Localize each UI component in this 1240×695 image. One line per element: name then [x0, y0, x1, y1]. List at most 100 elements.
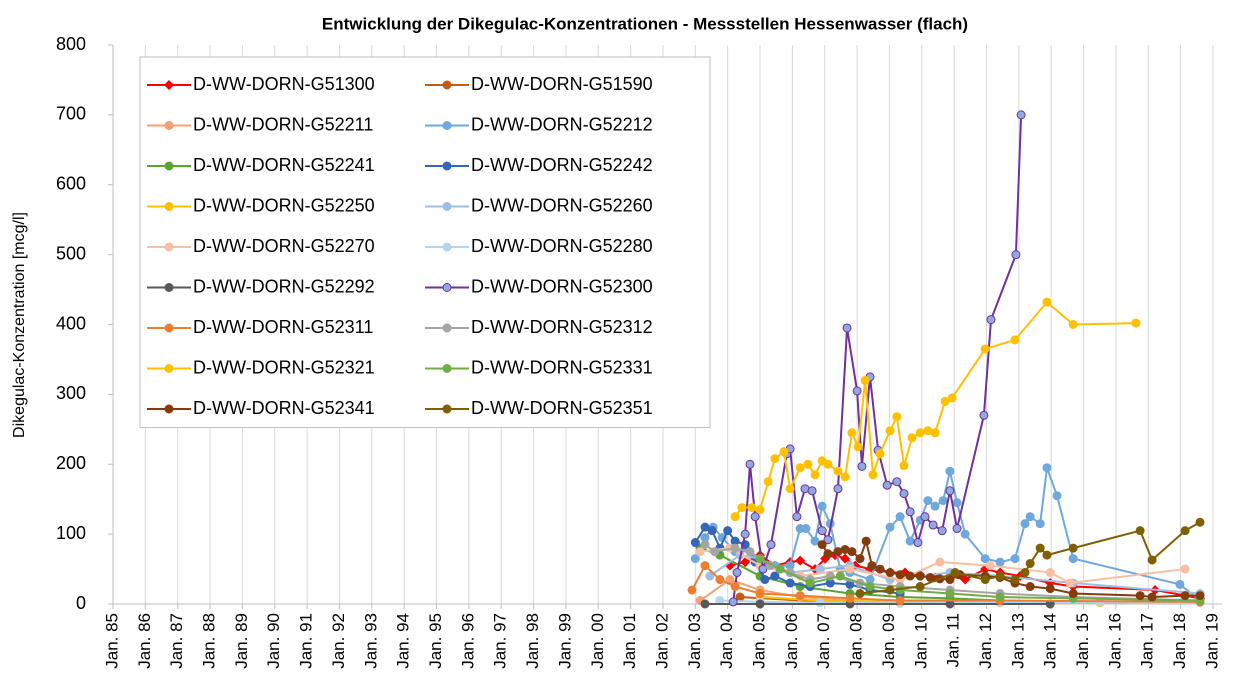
- marker: [885, 568, 895, 578]
- marker: [687, 585, 697, 595]
- marker: [1025, 582, 1035, 592]
- x-tick-label: Jan. 12: [976, 613, 995, 669]
- legend-label: D-WW-DORN-G51300: [193, 74, 375, 94]
- marker: [847, 547, 857, 557]
- marker: [853, 442, 863, 452]
- marker: [1045, 568, 1055, 578]
- legend-label: D-WW-DORN-G52351: [471, 398, 653, 418]
- marker: [980, 575, 990, 585]
- x-tick-label: Jan. 16: [1105, 613, 1124, 669]
- marker: [928, 520, 938, 530]
- marker: [920, 512, 930, 522]
- marker: [947, 393, 957, 403]
- marker: [1195, 591, 1205, 601]
- marker: [905, 571, 915, 581]
- legend-marker: [164, 404, 174, 414]
- marker: [730, 512, 740, 522]
- marker: [979, 410, 989, 420]
- plot: [687, 110, 1206, 609]
- marker: [952, 524, 962, 534]
- x-tick-label: Jan. 14: [1041, 613, 1060, 669]
- marker: [895, 570, 905, 580]
- series-line: [699, 547, 1001, 602]
- marker: [755, 589, 765, 599]
- marker: [815, 564, 825, 574]
- marker: [737, 503, 747, 513]
- marker: [1010, 575, 1020, 585]
- marker: [750, 512, 760, 522]
- marker: [840, 553, 851, 564]
- y-tick-label: 400: [56, 313, 86, 333]
- marker: [1045, 584, 1055, 594]
- marker: [745, 459, 755, 469]
- marker: [840, 472, 850, 482]
- legend-marker: [442, 283, 452, 292]
- y-tick-label: 200: [56, 453, 86, 473]
- marker: [785, 484, 795, 494]
- legend-label: D-WW-DORN-G52300: [471, 276, 653, 296]
- marker: [915, 571, 925, 581]
- x-tick-label: Jan. 01: [620, 613, 639, 669]
- legend-label: D-WW-DORN-G52250: [193, 195, 375, 215]
- marker: [690, 554, 700, 564]
- x-tick-label: Jan. 18: [1170, 613, 1189, 669]
- marker: [805, 578, 815, 588]
- marker: [845, 564, 855, 574]
- x-tick-label: Jan. 19: [1202, 613, 1221, 669]
- x-tick-label: Jan. 04: [717, 613, 736, 669]
- series: [730, 297, 1141, 522]
- x-tick-label: Jan. 00: [588, 613, 607, 669]
- marker: [1010, 335, 1020, 345]
- legend-label: D-WW-DORN-G52270: [193, 236, 375, 256]
- marker: [905, 507, 915, 517]
- marker: [1068, 554, 1078, 564]
- marker: [1175, 579, 1185, 589]
- marker: [885, 426, 895, 436]
- y-tick-label: 700: [56, 104, 86, 124]
- legend-marker: [164, 364, 174, 373]
- marker: [1068, 320, 1078, 329]
- legend-label: D-WW-DORN-G52312: [471, 317, 653, 337]
- series: [855, 517, 1205, 599]
- marker: [755, 505, 765, 515]
- legend-label: D-WW-DORN-G52321: [193, 357, 375, 377]
- legend-marker: [164, 161, 174, 171]
- legend-marker: [442, 161, 452, 171]
- x-tick-label: Jan. 99: [555, 613, 574, 669]
- marker: [779, 447, 789, 457]
- marker: [995, 557, 1005, 567]
- x-tick-label: Jan. 88: [200, 613, 219, 669]
- marker: [985, 561, 995, 571]
- marker: [1025, 512, 1035, 522]
- marker: [923, 496, 933, 506]
- x-tick-label: Jan. 87: [167, 613, 186, 669]
- x-tick-label: Jan. 86: [135, 613, 154, 669]
- marker: [1035, 519, 1045, 529]
- marker: [1135, 526, 1145, 536]
- marker: [1020, 568, 1030, 578]
- marker: [807, 486, 817, 496]
- marker: [865, 582, 875, 592]
- legend-label: D-WW-DORN-G51590: [471, 74, 653, 94]
- x-tick-label: Jan. 15: [1073, 613, 1092, 669]
- marker: [950, 568, 960, 578]
- marker: [700, 561, 710, 571]
- marker: [935, 557, 945, 567]
- marker: [855, 589, 865, 599]
- x-tick-label: Jan. 93: [361, 613, 380, 669]
- marker: [1042, 297, 1052, 307]
- marker: [1180, 564, 1190, 574]
- legend-box: [139, 56, 711, 428]
- y-tick-label: 300: [56, 383, 86, 403]
- marker: [785, 578, 795, 588]
- marker: [823, 535, 833, 545]
- marker: [1042, 463, 1052, 473]
- marker: [860, 375, 870, 385]
- marker: [913, 538, 923, 548]
- legend-label: D-WW-DORN-G52292: [193, 276, 375, 296]
- marker: [930, 501, 940, 511]
- marker: [833, 484, 843, 494]
- marker: [835, 571, 845, 581]
- legend-marker: [442, 404, 452, 414]
